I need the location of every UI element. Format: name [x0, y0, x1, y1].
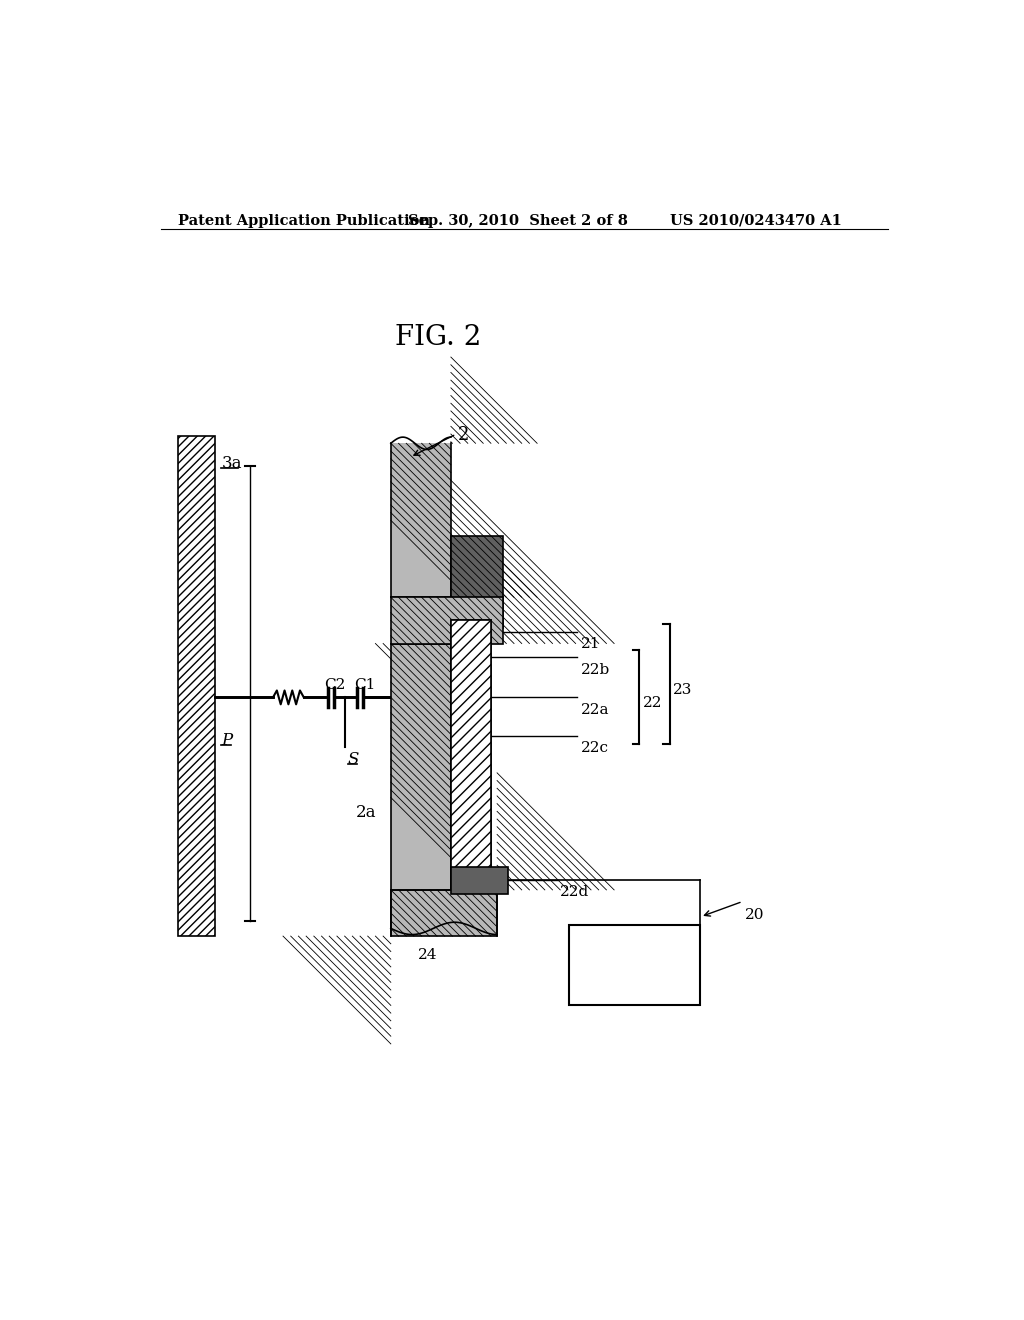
Text: Patent Application Publication: Patent Application Publication	[178, 214, 430, 228]
Bar	[569, 924, 700, 1006]
Text: 3a: 3a	[221, 455, 242, 471]
Text: 20: 20	[745, 908, 765, 921]
Text: 22a: 22a	[581, 702, 609, 717]
Text: C1: C1	[354, 678, 375, 692]
Bar	[391, 890, 497, 936]
Text: 24: 24	[418, 948, 437, 962]
Bar	[391, 444, 451, 598]
Bar	[451, 867, 508, 894]
Text: 21: 21	[581, 638, 600, 651]
Bar	[451, 620, 490, 890]
Text: 22: 22	[643, 696, 663, 710]
Text: FIG. 2: FIG. 2	[395, 323, 481, 351]
Bar	[451, 620, 490, 890]
Text: 2a: 2a	[356, 804, 377, 821]
Text: 2: 2	[458, 426, 469, 445]
Text: P: P	[221, 733, 232, 748]
Text: 22b: 22b	[581, 663, 610, 677]
Bar	[391, 597, 503, 644]
Bar	[391, 644, 451, 928]
Bar	[451, 536, 503, 628]
Text: US 2010/0243470 A1: US 2010/0243470 A1	[670, 214, 842, 228]
Text: S: S	[348, 751, 359, 768]
Text: C2: C2	[325, 678, 346, 692]
Bar	[178, 436, 215, 936]
Text: Sep. 30, 2010  Sheet 2 of 8: Sep. 30, 2010 Sheet 2 of 8	[408, 214, 628, 228]
Text: 22c: 22c	[581, 742, 609, 755]
Text: 22d: 22d	[560, 886, 590, 899]
Text: 23: 23	[674, 682, 693, 697]
Text: Signal
recording
section: Signal recording section	[595, 928, 675, 1002]
